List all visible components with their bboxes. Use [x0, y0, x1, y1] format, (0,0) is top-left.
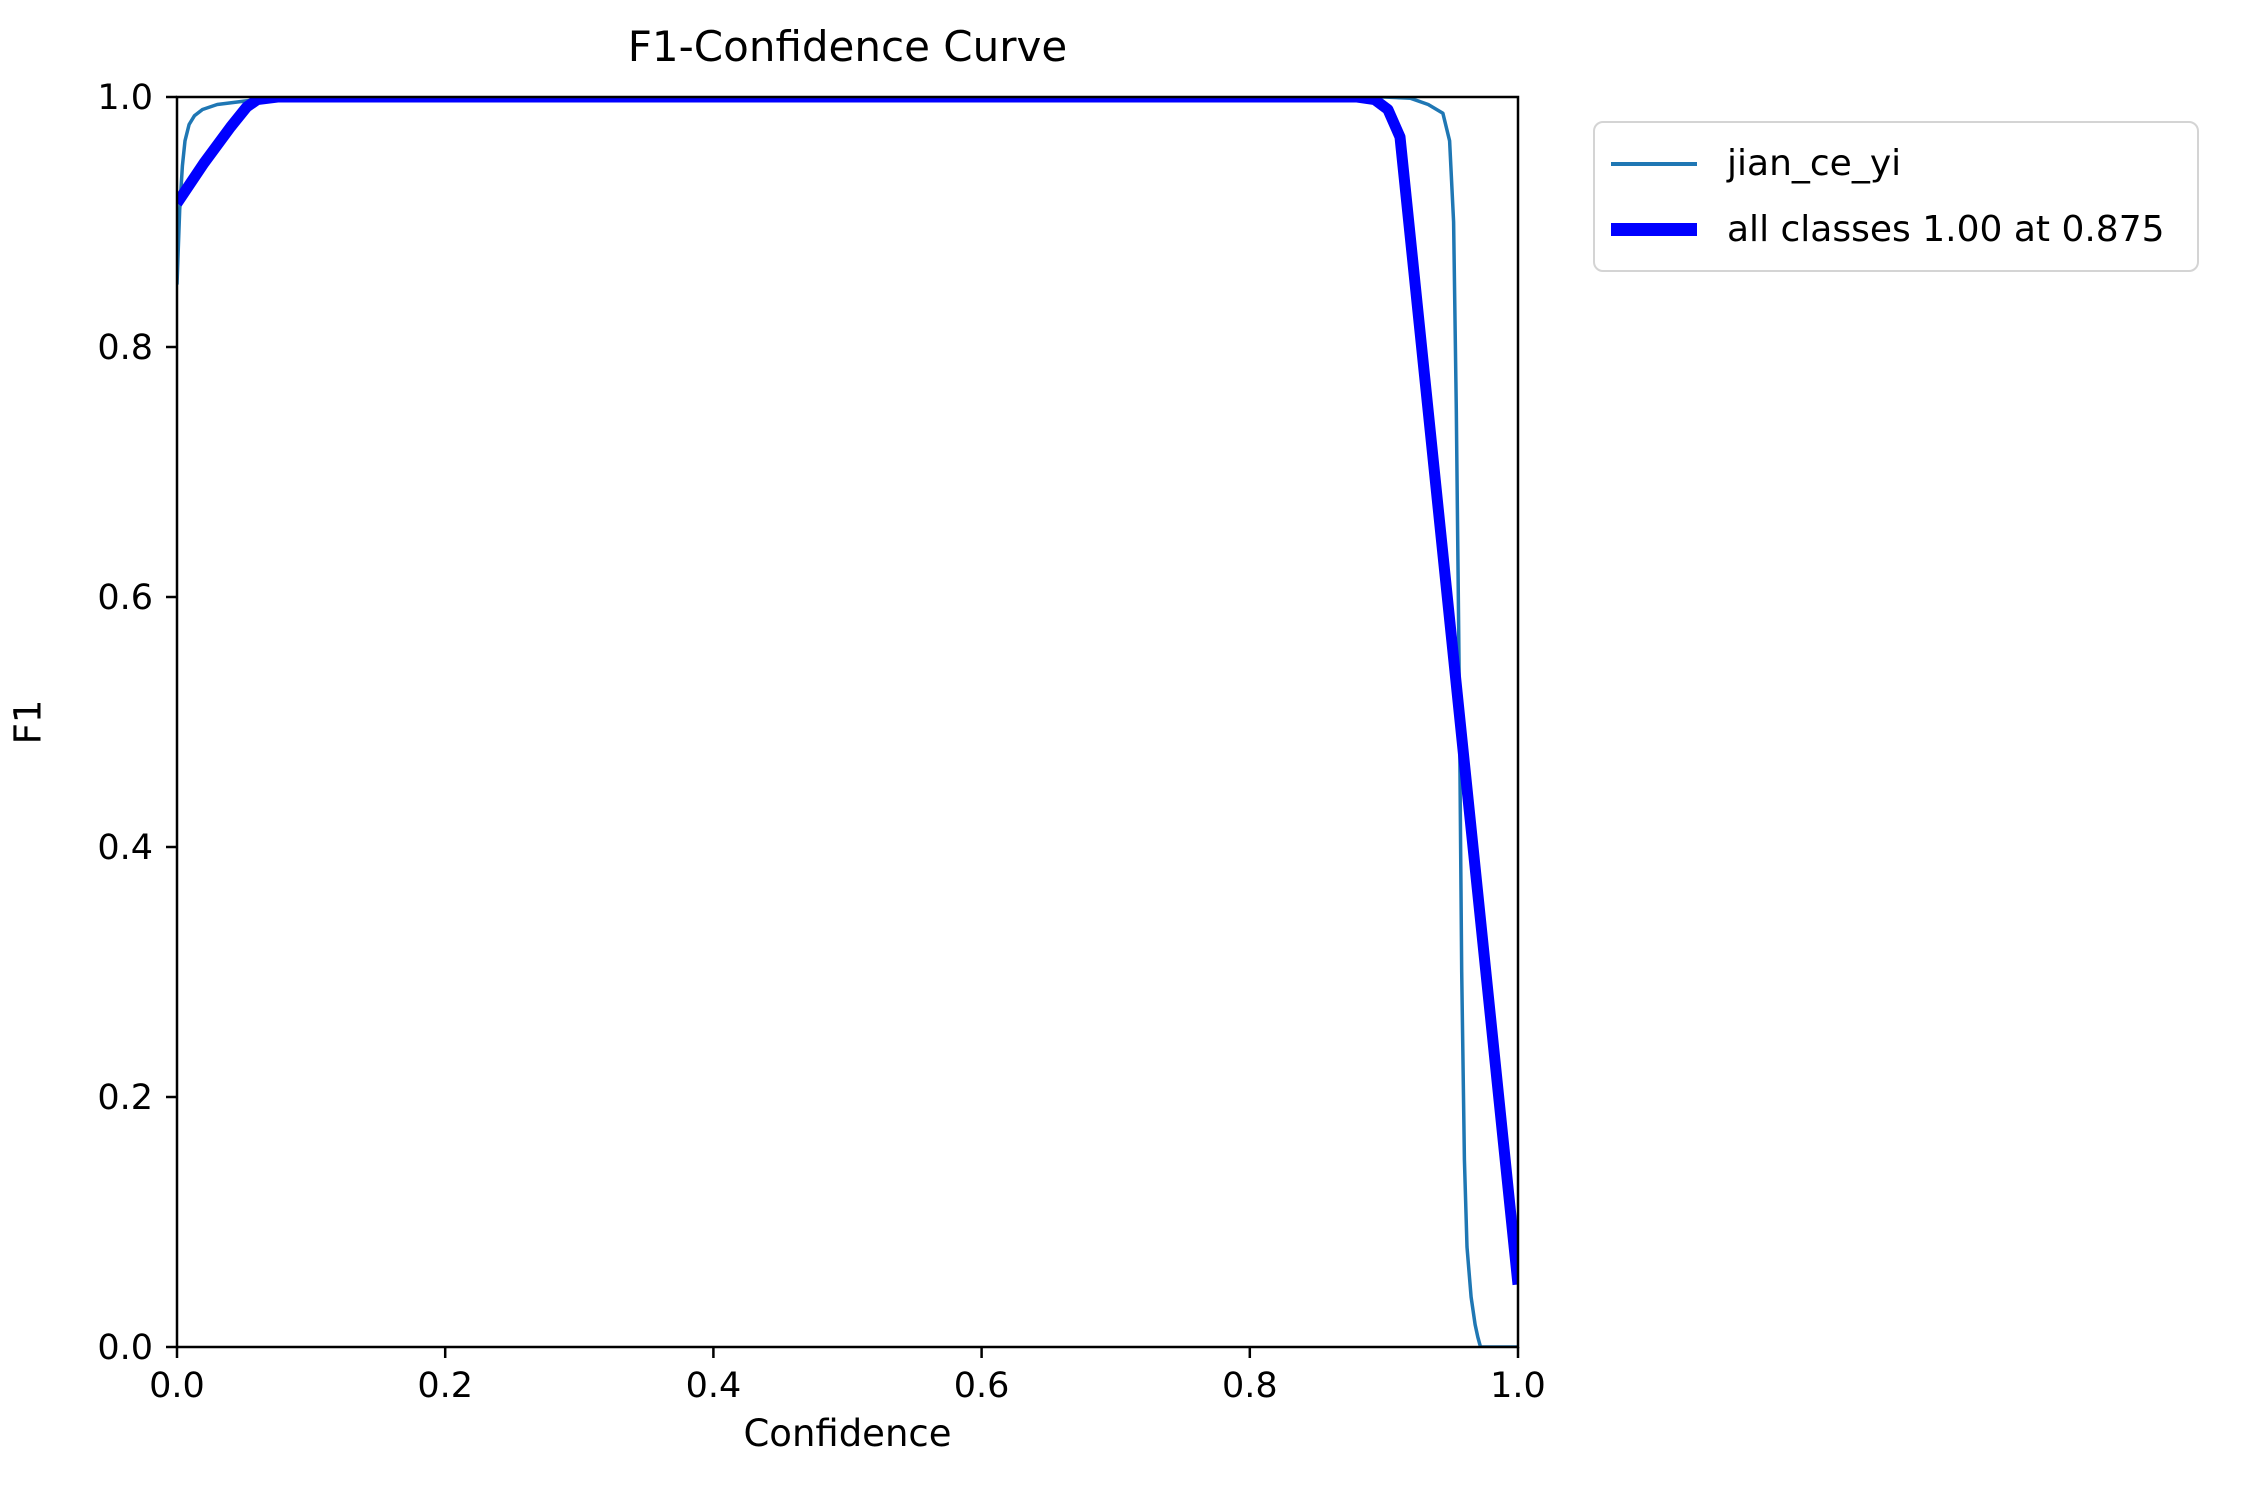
legend-label: all classes 1.00 at 0.875: [1727, 209, 2165, 250]
y-tick-label: 0.2: [97, 1078, 153, 1118]
legend-line-sample-icon: [1611, 161, 1697, 166]
y-tick-label: 0.8: [97, 328, 153, 368]
y-tick-label: 0.4: [97, 828, 153, 868]
y-tick-label: 0.0: [97, 1328, 153, 1368]
legend-box: jian_ce_yi all classes 1.00 at 0.875: [1593, 121, 2199, 272]
x-tick-label: 1.0: [1490, 1366, 1546, 1406]
series-line-jian-ce-yi: [177, 97, 1518, 1347]
y-tick-label: 0.6: [97, 578, 153, 618]
x-tick-label: 0.6: [954, 1366, 1010, 1406]
plot-border: [175, 95, 1520, 1349]
legend-item-jian-ce-yi: jian_ce_yi: [1611, 138, 2181, 190]
legend-item-all-classes: all classes 1.00 at 0.875: [1611, 204, 2181, 256]
x-tick-label: 0.2: [417, 1366, 473, 1406]
series-line-all-classes-1-00-at-0-875: [177, 97, 1518, 1286]
x-tick-label: 0.4: [686, 1366, 742, 1406]
x-tick-label: 0.8: [1222, 1366, 1278, 1406]
legend-line-sample-icon: [1611, 223, 1697, 236]
y-axis-label: F1: [6, 699, 50, 745]
x-tick-label: 0.0: [149, 1366, 205, 1406]
x-axis-label: Confidence: [743, 1412, 952, 1455]
y-tick-label: 1.0: [97, 78, 153, 118]
chart-title: F1-Confidence Curve: [627, 22, 1068, 71]
legend-label: jian_ce_yi: [1727, 143, 1902, 184]
